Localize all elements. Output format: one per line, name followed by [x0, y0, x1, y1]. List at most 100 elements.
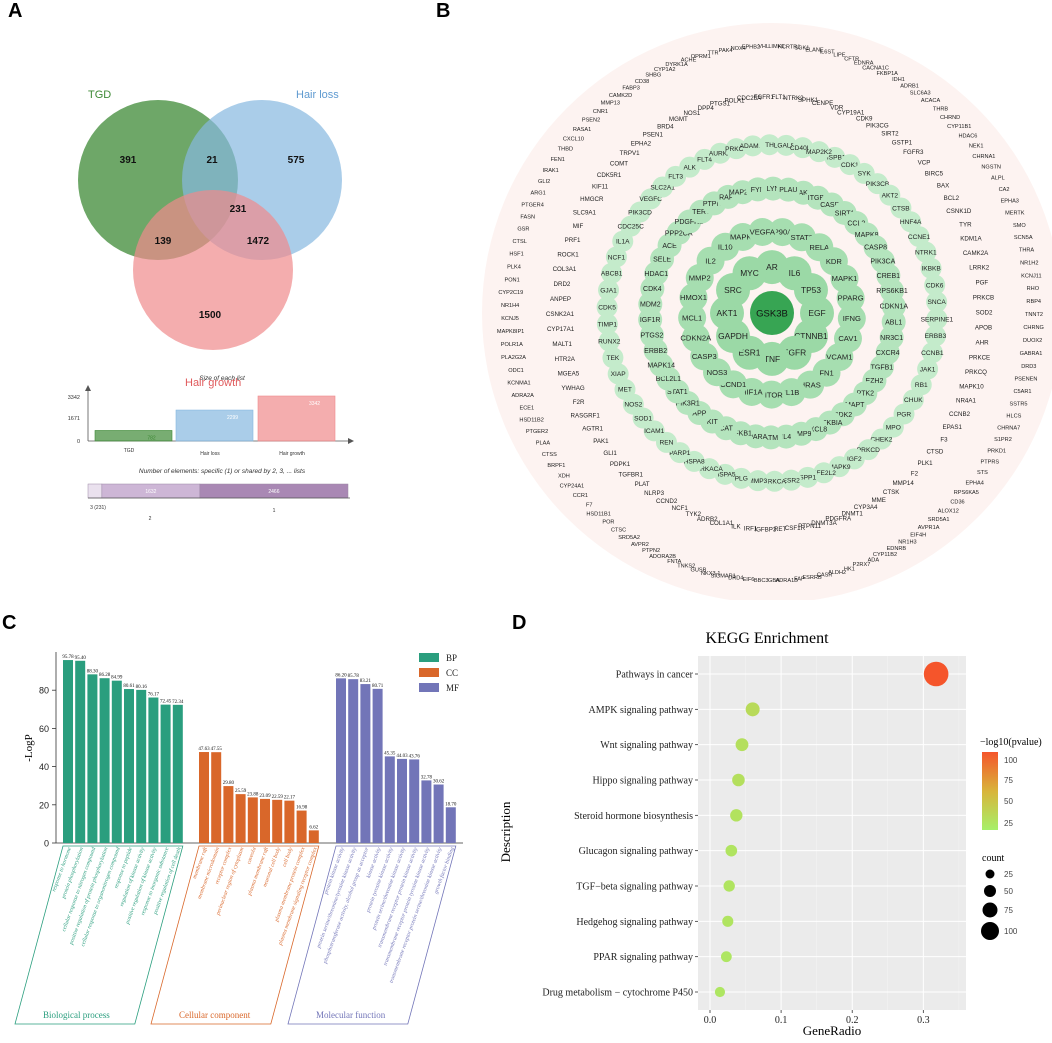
network-node-label: SSTR5 — [1009, 401, 1027, 407]
network-node-label: SPHK1 — [798, 97, 819, 104]
network-node-label: CACNA1C — [862, 65, 889, 71]
count-legend-dot-25 — [985, 869, 995, 879]
network-node-label: GSR — [517, 227, 529, 233]
size-bar-label-0: 782 — [147, 435, 156, 441]
count-tick-50: 50 — [1004, 887, 1013, 896]
network-node-label: FLT4 — [697, 157, 712, 164]
network-node-label: PSENEN — [1014, 377, 1037, 383]
network-node-label: MAP2K2 — [806, 149, 832, 156]
network-node-label: PDGFRB — [675, 219, 705, 226]
network-node-label: PARP1 — [669, 450, 690, 457]
network-node-label: KCNJ11 — [1021, 273, 1041, 279]
kegg-xtick-label: 0.1 — [775, 1015, 788, 1026]
size-ytick-0: 3342 — [68, 395, 80, 401]
network-node — [780, 469, 802, 491]
network-node-label: HLCS — [1006, 414, 1021, 420]
size-bar-label-1: 2299 — [227, 415, 238, 421]
go-term-label: caveola — [246, 846, 258, 865]
network-node-label: PGF — [975, 279, 988, 286]
size-bar-0 — [94, 430, 173, 442]
network-node-label: SRD5A1 — [928, 517, 950, 523]
go-bar-cc-7 — [284, 800, 295, 843]
network-node-label: MAPT — [845, 402, 865, 409]
count-tick-100: 100 — [1004, 927, 1018, 936]
network-node — [598, 330, 620, 352]
network-node-label: RET — [774, 526, 787, 533]
network-node-label: CSF1R — [785, 525, 806, 532]
network-node-label: GABRA1 — [1020, 351, 1043, 357]
network-node-label: ALK — [683, 164, 696, 171]
network-node-label: KCNMA1 — [507, 381, 530, 387]
network-node-label: PRKCD — [857, 447, 880, 454]
network-node-label: TNF — [764, 354, 780, 364]
network-node-label: PTGER2 — [526, 429, 548, 435]
network-node-label: PIK3CA — [870, 258, 895, 265]
go-bar-value: 22.17 — [284, 796, 296, 801]
network-node-label: IGF2 — [847, 456, 862, 463]
go-bar-value: 6.62 — [309, 825, 318, 830]
network-node-label: RUNX2 — [598, 338, 621, 345]
network-node-label: VEGFA — [750, 228, 776, 237]
venn-count-growth-only: 1500 — [199, 310, 222, 321]
network-node-label: CASP3 — [692, 352, 717, 361]
network-node-label: CDK2 — [834, 412, 853, 419]
network-node-label: EIF4H — [910, 533, 926, 539]
size-bar-1 — [175, 409, 254, 442]
network-node-label: IGF1R — [640, 317, 661, 324]
count-legend-dot-100 — [981, 922, 999, 940]
network-node-label: CTSS — [542, 452, 557, 458]
kegg-point — [732, 773, 745, 787]
network-node-label: EDNRB — [887, 546, 907, 552]
network-node-label: P2RX7 — [853, 562, 871, 568]
network-node — [678, 303, 707, 332]
network-node-label: MAPK3 — [730, 233, 756, 242]
network-node-label: SOD2 — [976, 309, 993, 316]
network-node-label: CDK9 — [856, 115, 873, 122]
go-bar-value: 43.76 — [409, 754, 421, 759]
panel-b: B AR IL6 TP53 EGF CTNNB1 EGFR TNF ESR1 GAPDH AKT1… — [380, 0, 1052, 600]
network-node-label: MPO — [886, 424, 901, 431]
network-node-label: CYP24A1 — [560, 483, 585, 489]
network-node-label: HSPA5 — [714, 472, 735, 479]
go-bar-cc-2 — [223, 786, 234, 843]
network-node-label: MMP9 — [791, 431, 811, 438]
network-node-label: TNKS2 — [677, 563, 695, 569]
go-group-label-mf: Molecular function — [316, 1010, 386, 1020]
network-node-label: PDPK1 — [610, 461, 631, 468]
panel-d: D KEGG Enrichment Pathways in cancer AMPK… — [480, 600, 1052, 1043]
network-node-label: NOX4 — [731, 46, 746, 52]
network-node-label: MMP2 — [689, 274, 711, 283]
network-node-label: FLT1 — [772, 94, 787, 101]
network-node — [714, 463, 736, 485]
go-legend-label-mf: MF — [446, 683, 459, 693]
go-bar-bp-6 — [136, 689, 147, 843]
network-node-label: F2R — [573, 399, 585, 406]
network-node-label: EGF — [808, 308, 825, 318]
network-node-label: NFKBIA — [817, 420, 843, 427]
network-node-label: JAK2 — [795, 190, 812, 197]
network-node-label: F7 — [586, 502, 593, 508]
network-node-label: FASN — [520, 214, 535, 220]
network-node — [917, 358, 939, 380]
network-node-label: PTPN1 — [703, 201, 726, 208]
go-bar-value: 83.21 — [360, 679, 372, 684]
network-node-label: NCF1 — [672, 505, 689, 512]
network-node-label: CCL2 — [847, 220, 865, 227]
network-node-label: KDR — [826, 257, 843, 266]
network-node-label: CDKN2A — [680, 334, 712, 343]
network-node-label: CTNNB1 — [794, 331, 828, 341]
network-node-label: AHR — [976, 339, 990, 346]
network-node-label: PLK1 — [917, 460, 933, 467]
network-node-label: HMGCR — [580, 196, 604, 203]
pvalue-tick-50: 50 — [1004, 797, 1013, 806]
network-node-label: ADAM17 — [740, 143, 767, 150]
network-node-label: CDC25A — [737, 95, 762, 102]
network-node — [926, 308, 948, 330]
kegg-point — [714, 986, 726, 998]
network-node-label: CTSK — [883, 489, 900, 496]
network-node-label: PTK2 — [857, 391, 875, 398]
network-node-label: MDM2 — [640, 302, 661, 309]
network-node-label: SHBG — [645, 73, 661, 79]
size-bar-label-2: 3342 — [309, 401, 320, 407]
go-group-outline-cc — [150, 845, 320, 1025]
